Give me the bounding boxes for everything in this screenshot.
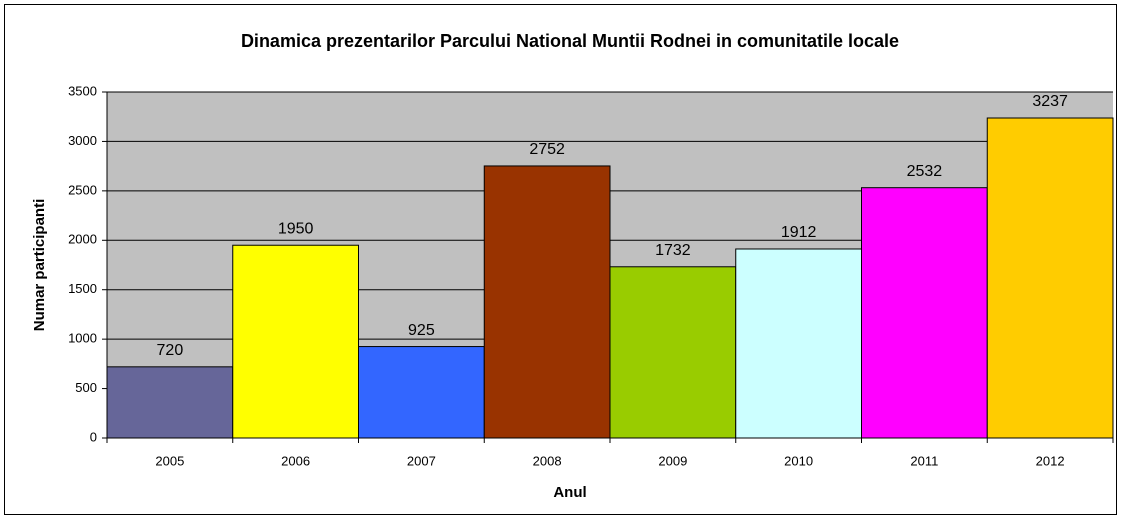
bar [106,366,234,439]
y-tick-label: 2500 [68,182,97,197]
bar [861,187,988,439]
data-label: 1950 [278,220,314,237]
data-label: 720 [157,342,184,359]
data-label: 3237 [1032,93,1068,110]
bar [609,266,737,439]
y-tick-label: 1500 [68,281,97,296]
y-axis-label: Numar participanti [31,199,48,332]
x-axis-label: Anul [553,484,586,501]
bar [358,346,485,439]
x-tick-label: 2008 [533,453,562,468]
bar [986,117,1114,439]
y-tick-label: 3500 [68,83,97,98]
x-tick-label: 2011 [910,453,938,468]
x-tick-label: 2005 [155,453,184,468]
x-tick-label: 2012 [1036,453,1065,468]
data-label: 2532 [907,163,943,180]
x-tick-label: 2010 [784,453,813,468]
y-tick-label: 2000 [68,232,97,247]
bar [232,244,359,439]
chart-title: Dinamica prezentarilor Parcului National… [241,31,899,51]
data-label: 1912 [781,224,817,241]
x-tick-label: 2009 [658,453,687,468]
y-tick-label: 1000 [68,331,97,346]
y-tick-label: 3000 [68,133,97,148]
data-label: 1732 [655,242,691,259]
bar [483,165,611,439]
bar [735,248,862,439]
data-label: 925 [408,322,435,339]
y-tick-label: 0 [90,429,97,444]
y-tick-label: 500 [75,380,97,395]
x-tick-label: 2007 [407,453,436,468]
x-tick-label: 2006 [281,453,310,468]
data-label: 2752 [529,141,565,158]
